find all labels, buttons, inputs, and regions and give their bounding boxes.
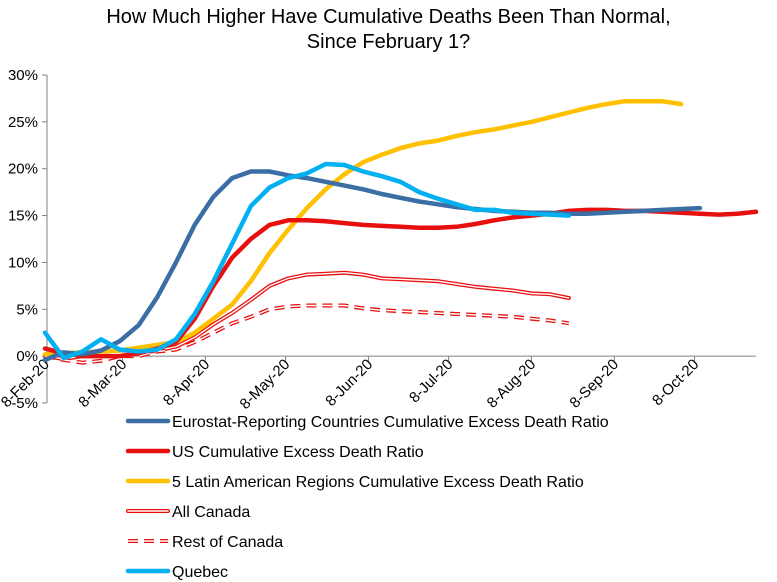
y-tick-label: 20% bbox=[8, 161, 38, 178]
x-tick-label: 8-Apr-20 bbox=[160, 356, 213, 409]
chart-title-line-1: How Much Higher Have Cumulative Deaths B… bbox=[106, 6, 671, 28]
legend-item: All Canada bbox=[126, 504, 250, 521]
legend-label: All Canada bbox=[172, 504, 250, 521]
legend-item: Eurostat-Reporting Countries Cumulative … bbox=[125, 414, 609, 431]
y-tick-label: 0% bbox=[16, 348, 38, 365]
chart-title-line-2: Since February 1? bbox=[306, 31, 471, 53]
x-tick-label: 8-Sep-20 bbox=[567, 356, 623, 412]
x-tick-label: 8-Oct-20 bbox=[649, 356, 702, 409]
series-line-6-group bbox=[42, 161, 572, 361]
y-tick-label: -5% bbox=[11, 395, 38, 412]
series-line-1-group bbox=[42, 169, 703, 363]
series-line-2 bbox=[42, 207, 759, 359]
x-tick-label: 8-Aug-20 bbox=[484, 356, 540, 412]
legend-item: Rest of Canada bbox=[128, 534, 283, 551]
legend-label: Quebec bbox=[172, 564, 228, 581]
y-tick-label: 5% bbox=[16, 301, 38, 318]
series-line-3-group bbox=[42, 98, 684, 357]
x-tick-label: 8-Jul-20 bbox=[406, 356, 456, 406]
series-line-2-group bbox=[42, 207, 759, 359]
x-tick-label: 8-Jun-20 bbox=[322, 356, 376, 410]
series-line-3 bbox=[42, 98, 684, 357]
y-tick-label: 30% bbox=[8, 67, 38, 84]
series-line-1 bbox=[42, 169, 703, 363]
legend-item: Quebec bbox=[125, 564, 228, 581]
y-tick-label: 25% bbox=[8, 114, 38, 131]
legend-label: 5 Latin American Regions Cumulative Exce… bbox=[172, 474, 584, 491]
legend-label: Eurostat-Reporting Countries Cumulative … bbox=[172, 414, 609, 431]
y-tick-label: 10% bbox=[8, 254, 38, 271]
legend-label: Rest of Canada bbox=[172, 534, 283, 551]
series-line-6 bbox=[42, 161, 572, 361]
legend-item: 5 Latin American Regions Cumulative Exce… bbox=[125, 474, 584, 491]
x-tick-label: 8-May-20 bbox=[237, 356, 294, 413]
legend-item: US Cumulative Excess Death Ratio bbox=[125, 444, 424, 461]
y-tick-label: 15% bbox=[8, 208, 38, 225]
legend-label: US Cumulative Excess Death Ratio bbox=[172, 444, 424, 461]
